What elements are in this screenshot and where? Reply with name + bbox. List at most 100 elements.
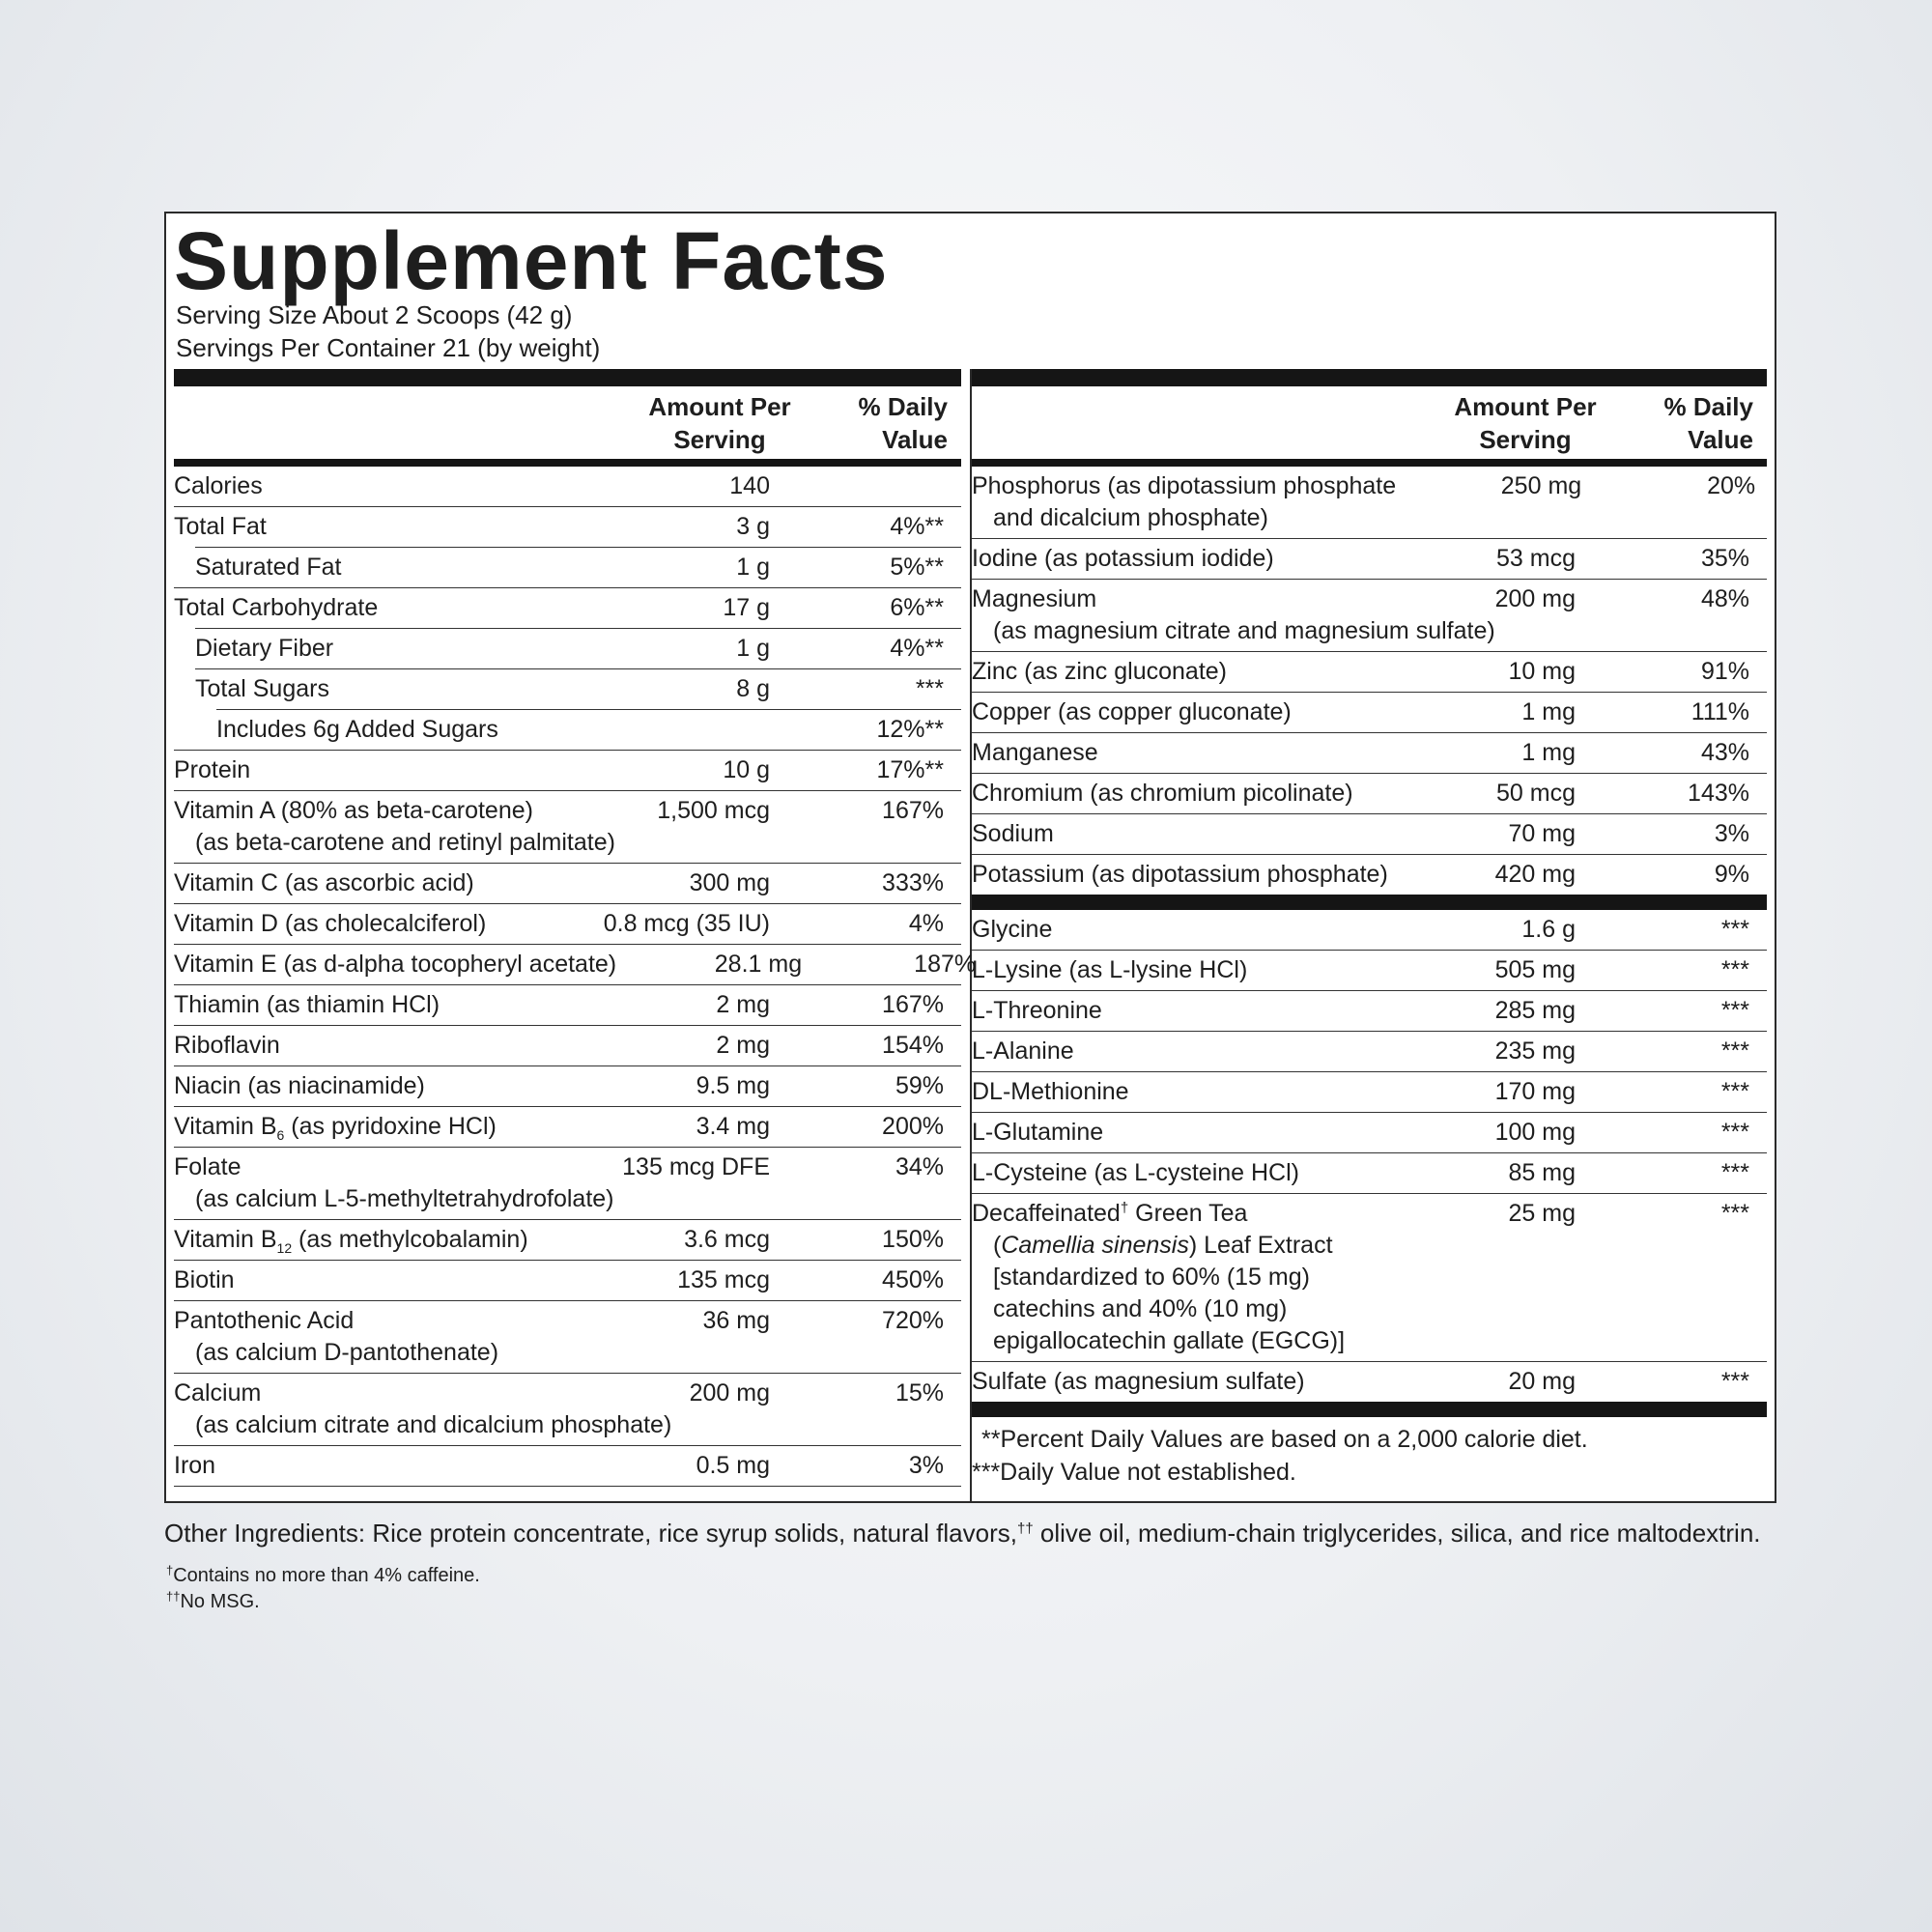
daily-value: 9% bbox=[1714, 861, 1749, 888]
nutrient-row: Niacin (as niacinamide) 9.5 mg 59% bbox=[174, 1065, 961, 1106]
nutrient-row: Potassium (as dipotassium phosphate) 420 … bbox=[972, 854, 1767, 895]
nutrient-row: L-Alanine 235 mg *** bbox=[972, 1031, 1767, 1071]
servings-per-container: Servings Per Container 21 (by weight) bbox=[176, 333, 601, 362]
nutrient-row: DL-Methionine 170 mg *** bbox=[972, 1071, 1767, 1112]
daily-value: 4%** bbox=[890, 513, 944, 540]
nutrient-row: Dietary Fiber 1 g 4%** bbox=[195, 628, 961, 668]
amount: 140 bbox=[729, 472, 770, 499]
amount: 1.6 g bbox=[1521, 916, 1576, 943]
nutrient-row: Chromium (as chromium picolinate) 50 mcg 1… bbox=[972, 773, 1767, 813]
amount: 235 mg bbox=[1494, 1037, 1576, 1065]
amount: 3.4 mg bbox=[696, 1113, 770, 1140]
footnotes: **Percent Daily Values are based on a 2,… bbox=[972, 1417, 1767, 1489]
daily-value: *** bbox=[1720, 1368, 1749, 1395]
text-run: Other Ingredients: Rice protein concentr… bbox=[164, 1519, 1017, 1548]
amount: 3 g bbox=[736, 513, 770, 540]
nutrient-row: Calcium 200 mg 15% (as calcium citrate and … bbox=[174, 1373, 961, 1445]
note: ††No MSG. bbox=[166, 1589, 480, 1615]
nutrient-name: Glycine bbox=[972, 916, 1053, 943]
nutrient-name: Vitamin C (as ascorbic acid) bbox=[174, 869, 474, 896]
subscript: 12 bbox=[276, 1240, 293, 1256]
amount: 10 mg bbox=[1508, 658, 1576, 685]
amount: 0.5 mg bbox=[696, 1452, 770, 1479]
daily-value: 4%** bbox=[890, 635, 944, 662]
nutrient-name: Decaffeinated† Green Tea bbox=[972, 1198, 1390, 1230]
nutrient-row: Folate 135 mcg DFE 34% (as calcium L-5-meth… bbox=[174, 1147, 961, 1219]
amount: 200 mg bbox=[689, 1379, 770, 1406]
nutrient-name: Dietary Fiber bbox=[195, 635, 334, 662]
nutrient-name: Copper (as copper gluconate) bbox=[972, 698, 1292, 725]
nutrient-row: Thiamin (as thiamin HCl) 2 mg 167% bbox=[174, 984, 961, 1025]
nutrient-name: Niacin (as niacinamide) bbox=[174, 1072, 425, 1099]
nutrient-row: Total Fat 3 g 4%** bbox=[174, 506, 961, 547]
daily-value: *** bbox=[1720, 1119, 1749, 1146]
serving-size: Serving Size About 2 Scoops (42 g) bbox=[176, 300, 573, 329]
daily-value: *** bbox=[1720, 1159, 1749, 1186]
text-run: (as methylcobalamin) bbox=[292, 1226, 528, 1253]
daily-value: *** bbox=[1720, 1200, 1749, 1227]
nutrient-name: Sulfate (as magnesium sulfate) bbox=[972, 1368, 1305, 1395]
daily-value: 35% bbox=[1700, 545, 1749, 572]
amount: 85 mg bbox=[1508, 1159, 1576, 1186]
daily-value: 3% bbox=[1714, 820, 1749, 847]
nutrient-name: Chromium (as chromium picolinate) bbox=[972, 780, 1353, 807]
nutrient-row: Decaffeinated† Green Tea 25 mg *** (Camelli… bbox=[972, 1193, 1767, 1361]
nutrient-row: Pantothenic Acid 36 mg 720% (as calcium D-p… bbox=[174, 1300, 961, 1373]
nutrient-name: Manganese bbox=[972, 739, 1098, 766]
nutrient-row: Vitamin C (as ascorbic acid) 300 mg 333% bbox=[174, 863, 961, 903]
nutrient-row: Sulfate (as magnesium sulfate) 20 mg *** bbox=[972, 1361, 1767, 1402]
nutrient-name: Potassium (as dipotassium phosphate) bbox=[972, 861, 1388, 888]
nutrient-row: Vitamin B6 (as pyridoxine HCl) 3.4 mg 200% bbox=[174, 1106, 961, 1147]
amount: 70 mg bbox=[1508, 820, 1576, 847]
text-run: Vitamin B bbox=[174, 1113, 277, 1140]
other-ingredients: Other Ingredients: Rice protein concentr… bbox=[164, 1517, 1761, 1549]
nutrient-name: Vitamin B12 (as methylcobalamin) bbox=[174, 1224, 584, 1256]
amount: 100 mg bbox=[1494, 1119, 1576, 1146]
daily-value: 150% bbox=[882, 1226, 944, 1253]
nutrient-name: Total Fat bbox=[174, 513, 267, 540]
amount: 2 mg bbox=[716, 991, 770, 1018]
nutrient-name: Phosphorus (as dipotassium phosphate bbox=[972, 472, 1397, 499]
nutrient-detail: and dicalcium phosphate) bbox=[993, 504, 1268, 531]
nutrient-row: Total Sugars 8 g *** bbox=[195, 668, 961, 709]
nutrient-name: Sodium bbox=[972, 820, 1054, 847]
supscript: †† bbox=[166, 1589, 181, 1604]
daily-value-header: % Daily Value bbox=[858, 391, 949, 454]
amount: 135 mcg DFE bbox=[622, 1153, 770, 1180]
amount: 17 g bbox=[723, 594, 770, 621]
text-run: Decaffeinated bbox=[972, 1200, 1121, 1227]
column-divider bbox=[970, 369, 972, 1501]
nutrient-row: Magnesium 200 mg 48% (as magnesium citrate … bbox=[972, 579, 1767, 651]
daily-value: 333% bbox=[882, 869, 944, 896]
supscript: †† bbox=[1016, 1520, 1034, 1537]
nutrient-name: Iodine (as potassium iodide) bbox=[972, 545, 1274, 572]
footnote: ***Daily Value not established. bbox=[972, 1459, 1296, 1486]
nutrient-row: Vitamin B12 (as methylcobalamin) 3.6 mcg 1… bbox=[174, 1219, 961, 1260]
nutrient-row: Vitamin A (80% as beta-carotene) 1,500 mc… bbox=[174, 790, 961, 863]
amount: 3.6 mcg bbox=[684, 1226, 770, 1253]
daily-value: 12%** bbox=[876, 716, 945, 743]
nutrient-name: Riboflavin bbox=[174, 1032, 280, 1059]
daily-value: 111% bbox=[1690, 698, 1749, 725]
column-header: Amount Per Serving % Daily Value bbox=[972, 386, 1767, 459]
nutrient-name: Calories bbox=[174, 472, 263, 499]
nutrient-name: Saturated Fat bbox=[195, 554, 342, 581]
nutrient-name: Vitamin A (80% as beta-carotene) bbox=[174, 797, 533, 824]
daily-value: 3% bbox=[908, 1452, 944, 1479]
nutrient-name: Vitamin E (as d-alpha tocopheryl acetate… bbox=[174, 951, 617, 978]
subscript: 6 bbox=[276, 1127, 285, 1143]
nutrient-name: L-Alanine bbox=[972, 1037, 1074, 1065]
nutrient-row: Total Carbohydrate 17 g 6%** bbox=[174, 587, 961, 628]
nutrient-name: Iron bbox=[174, 1452, 216, 1479]
daily-value: 167% bbox=[882, 991, 944, 1018]
daily-value: *** bbox=[1720, 916, 1749, 943]
header-bar bbox=[972, 459, 1767, 467]
text-run: (as pyridoxine HCl) bbox=[284, 1113, 497, 1140]
nutrient-name: Biotin bbox=[174, 1266, 235, 1293]
nutrient-row: Iron 0.5 mg 3% bbox=[174, 1445, 961, 1487]
amount: 285 mg bbox=[1494, 997, 1576, 1024]
daily-value: 167% bbox=[882, 797, 944, 824]
daily-value: 17%** bbox=[876, 756, 945, 783]
daily-value: 48% bbox=[1700, 585, 1749, 612]
nutrient-name: Calcium bbox=[174, 1379, 262, 1406]
